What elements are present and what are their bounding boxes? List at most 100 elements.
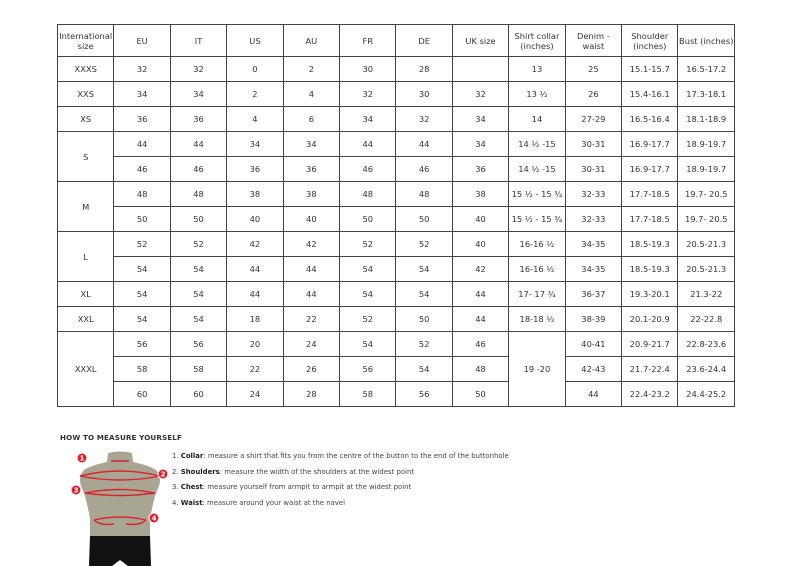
table-cell: 14 ½ -15 [508, 131, 566, 157]
step-text: 3. [172, 483, 181, 492]
table-cell: 22-22.8 [677, 306, 735, 332]
step-text: : measure a shirt that fits you from the… [203, 452, 509, 460]
table-cell: 27-29 [564, 106, 623, 132]
table-cell: 16.9-17.7 [621, 131, 679, 157]
marker-label: 4 [152, 515, 157, 523]
table-cell: 50 [169, 206, 228, 232]
table-cell: 30 [339, 56, 397, 82]
table-cell: 48 [113, 181, 171, 207]
table-cell: 6 [282, 106, 341, 132]
table-cell: 21.3-22 [677, 281, 735, 307]
table-cell: 54 [339, 331, 397, 357]
marker-2 [157, 468, 169, 480]
table-cell: 17.7-18.5 [621, 181, 679, 207]
table-cell: 16.5-16.4 [621, 106, 679, 132]
table-cell: 52 [339, 231, 397, 257]
measurement-step: 1. Collar: measure a shirt that fits you… [172, 451, 509, 467]
table-cell: 19.3-20.1 [621, 281, 679, 307]
table-cell: 44 [169, 131, 228, 157]
column-header: Denim - waist [564, 24, 623, 57]
table-cell: 22.8-23.6 [677, 331, 735, 357]
column-header: IT [169, 24, 228, 57]
table-cell: 28 [395, 56, 453, 82]
table-cell: 60 [169, 381, 228, 407]
table-cell: 40 [282, 206, 341, 232]
table-cell: 22 [282, 306, 341, 332]
header-row: International size EU IT US AU FR DE UK size Shi… [56, 24, 735, 57]
table-row: 60 60 24 28 58 56 50 44 22.4-23.2 24.4-25.2 [58, 381, 735, 407]
table-cell [451, 56, 510, 82]
table-row: 54 54 44 44 54 54 42 16-16 ½ 34-35 18.5-19.3 20.5-… [58, 256, 735, 282]
column-header: EU [113, 24, 171, 57]
table-cell: 15.1-15.7 [621, 56, 679, 82]
table-cell: 34 [282, 131, 341, 157]
measurement-step: 4. Waist: measure around your waist at t… [172, 498, 509, 514]
table-cell: 0 [226, 56, 284, 82]
international-size-cell: XXL [56, 306, 115, 332]
table-cell: 56 [339, 356, 397, 382]
table-cell: 20 [226, 331, 284, 357]
step-text: Collar [180, 452, 204, 460]
step-text: : measure yourself from armpit to armpit… [202, 483, 412, 492]
measurement-lines [79, 460, 161, 526]
table-row: S 44 44 34 34 44 44 34 14 ½ -15 30-31 16.9-17.7 18.… [56, 131, 735, 182]
table-cell: 46 [113, 156, 171, 182]
table-cell: 48 [451, 356, 510, 382]
column-header: US [226, 24, 284, 57]
table-cell: 54 [395, 256, 453, 282]
table-cell: 32 [339, 81, 397, 107]
table-cell: 44 [226, 281, 284, 307]
table-cell: 18.5-19.3 [621, 256, 679, 282]
table-cell: 44 [395, 131, 453, 157]
table-row: 46 46 36 36 46 46 36 14 ½ -15 30-31 16.9-17.7 18.9… [58, 156, 735, 182]
international-size-cell: L [56, 231, 115, 282]
table-cell: 34 [169, 81, 228, 107]
table-cell: 24.4-25.2 [677, 381, 735, 407]
step-text: 4. [172, 498, 181, 507]
table-cell: 50 [451, 381, 510, 407]
international-size-cell: S [56, 131, 115, 182]
table-cell: 18 [226, 306, 284, 332]
table-cell: 18.9-19.7 [677, 156, 735, 182]
table-cell: 22 [226, 356, 284, 382]
table-row: XXXS 32 32 0 2 30 28 13 25 15.1-15.7 16.5-17.2 [56, 56, 735, 82]
table-cell: 16.9-17.7 [621, 156, 679, 182]
column-header: AU [282, 24, 341, 57]
table-cell: 46 [451, 331, 510, 357]
table-cell: 30-31 [564, 156, 623, 182]
step-text: : measure around your waist at the navel [202, 498, 346, 507]
how-to-measure-title: HOW TO MEASURE YOURSELF [60, 433, 182, 442]
table-cell: 54 [395, 356, 453, 382]
table-cell: 30-31 [564, 131, 623, 157]
table-cell: 20.5-21.3 [677, 231, 735, 257]
table-cell: 23.6-24.4 [677, 356, 735, 382]
table-row: XL 54 54 44 44 54 54 44 17- 17 ¾ 36-37 19.3-20.1 21… [56, 281, 735, 307]
marker-4 [148, 512, 160, 524]
step-text: Chest [180, 483, 203, 492]
column-header: Shoulder (inches) [621, 24, 679, 57]
table-cell: 38 [226, 181, 284, 207]
marker-label: 2 [161, 471, 166, 479]
table-cell: 25 [564, 56, 623, 82]
marker-label: 3 [74, 487, 79, 495]
table-cell: 18.1-18.9 [677, 106, 735, 132]
table-cell: 52 [339, 306, 397, 332]
column-header: International size [56, 24, 115, 57]
table-cell: 42 [451, 256, 510, 282]
table-cell: 54 [113, 256, 171, 282]
table-cell: 48 [395, 181, 453, 207]
table-cell: 36 [113, 106, 171, 132]
table-cell: 32 [395, 106, 453, 132]
table-cell: 44 [113, 131, 171, 157]
table-cell: 14 ½ -15 [508, 156, 566, 182]
table-cell: 26 [282, 356, 341, 382]
table-cell: 20.1-20.9 [621, 306, 679, 332]
table-cell: 42 [226, 231, 284, 257]
step-text: 1. [172, 452, 181, 460]
table-cell: 15 ½ - 15 ¾ [508, 206, 566, 232]
table-cell: 54 [339, 281, 397, 307]
table-cell: 15 ½ - 15 ¾ [508, 181, 566, 207]
international-size-cell: XXXL [56, 331, 115, 407]
table-row: XXXL 56 56 20 24 54 52 46 19 -20 40-41 20.9-21.7 22… [56, 331, 735, 407]
table-cell: 44 [564, 381, 623, 407]
